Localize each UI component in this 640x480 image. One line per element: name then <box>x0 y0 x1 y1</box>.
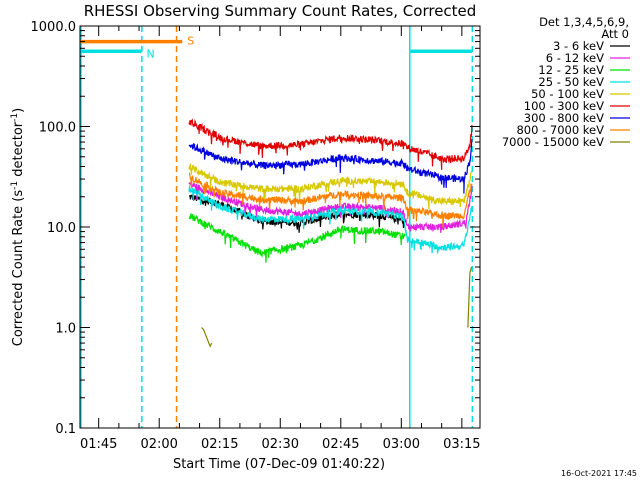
legend-entry-label: 300 - 800 keV <box>524 111 604 125</box>
series-line <box>188 118 473 170</box>
legend-entry-label: 25 - 50 keV <box>538 75 604 89</box>
y-axis-label: Corrected Count Rate (s-1 detector-1) <box>10 108 26 346</box>
interval-label: N <box>146 47 154 60</box>
x-tick-label: 03:00 <box>383 437 420 452</box>
series-line <box>201 266 473 348</box>
x-axis-ticks: 01:45 02:00 02:15 02:30 02:45 03:00 03:15 <box>80 26 481 452</box>
legend-entry-label: 7000 - 15000 keV <box>502 135 604 149</box>
interval-bars: SN <box>80 35 472 60</box>
legend-entry-label: 100 - 300 keV <box>524 99 604 113</box>
generated-timestamp: 16-Oct-2021 17:45 <box>561 469 637 478</box>
series-line <box>188 185 473 254</box>
y-tick-label: 0.1 <box>55 422 76 437</box>
legend-entry-label: 6 - 12 keV <box>546 51 604 65</box>
interval-label: S <box>187 35 194 48</box>
legend-header-line-2: Att 0 <box>601 27 629 41</box>
x-tick-label: 03:15 <box>443 437 480 452</box>
series-line <box>188 172 473 228</box>
y-tick-label: 1000.0 <box>31 20 77 35</box>
x-tick-label: 01:45 <box>80 437 117 452</box>
chart-title: RHESSI Observing Summary Count Rates, Co… <box>84 2 477 20</box>
legend-entry-label: 50 - 100 keV <box>531 87 604 101</box>
series-line <box>188 139 473 194</box>
series-line <box>188 213 406 263</box>
y-axis-ticks: 1000.0 100.0 10.0 1.0 0.1 <box>31 20 480 437</box>
x-tick-label: 02:15 <box>201 437 238 452</box>
x-axis-label: Start Time (07-Dec-09 01:40:22) <box>173 457 385 472</box>
series-line <box>188 163 473 210</box>
x-tick-label: 02:30 <box>262 437 299 452</box>
legend-entry-label: 3 - 6 keV <box>553 39 604 53</box>
data-series <box>188 118 473 348</box>
y-tick-label: 1.0 <box>55 322 76 337</box>
y-tick-label: 100.0 <box>39 121 76 136</box>
series-line <box>188 181 473 233</box>
legend-entry-label: 800 - 7000 keV <box>516 123 604 137</box>
x-tick-label: 02:00 <box>140 437 177 452</box>
legend-entry-label: 12 - 25 keV <box>538 63 604 77</box>
x-tick-label: 02:45 <box>322 437 359 452</box>
y-tick-label: 10.0 <box>47 221 76 236</box>
legend-header-line-1: Det 1,3,4,5,6,9, <box>539 15 629 29</box>
